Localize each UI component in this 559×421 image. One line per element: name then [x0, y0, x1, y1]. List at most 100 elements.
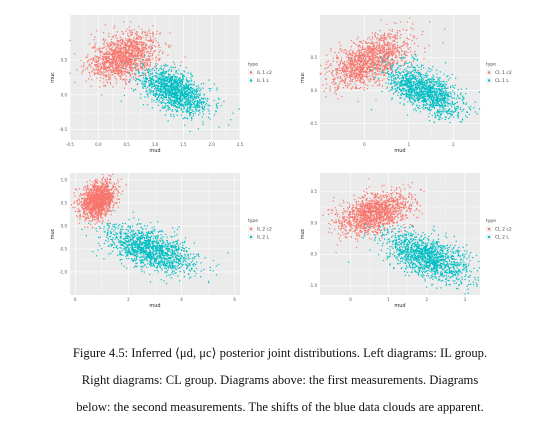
data-point	[136, 69, 138, 71]
data-point	[119, 53, 122, 55]
data-point	[333, 83, 335, 86]
data-point	[157, 84, 159, 87]
data-point	[361, 75, 363, 77]
data-point	[129, 55, 131, 57]
data-point	[327, 66, 329, 68]
data-point	[350, 63, 352, 65]
data-point	[100, 51, 103, 53]
data-point	[145, 34, 148, 36]
data-point	[367, 64, 369, 66]
data-point	[112, 46, 114, 48]
data-point	[167, 100, 169, 102]
data-point	[392, 70, 394, 72]
data-point	[161, 93, 163, 95]
data-point	[96, 30, 98, 32]
data-point	[121, 74, 123, 76]
data-point	[182, 94, 185, 96]
data-point	[343, 69, 345, 71]
data-point	[101, 61, 104, 63]
data-point	[201, 116, 203, 118]
data-point	[176, 93, 178, 95]
data-point	[183, 75, 186, 77]
data-point	[179, 80, 181, 82]
data-point	[157, 82, 159, 84]
data-point	[147, 40, 149, 42]
data-point	[364, 55, 366, 57]
data-point	[155, 76, 157, 78]
data-point	[122, 52, 124, 54]
data-point	[184, 91, 186, 94]
data-point	[157, 79, 159, 81]
data-point	[191, 101, 193, 103]
data-point	[208, 87, 210, 90]
data-point	[339, 75, 342, 77]
data-point	[361, 51, 363, 54]
data-point	[147, 31, 150, 33]
data-point	[351, 60, 353, 62]
data-point	[384, 61, 386, 63]
data-point	[134, 66, 136, 68]
data-point	[187, 100, 190, 102]
data-point	[399, 57, 401, 59]
data-point	[145, 74, 147, 76]
data-point	[380, 19, 382, 21]
data-point	[196, 106, 199, 109]
data-point	[341, 69, 344, 71]
data-point	[139, 63, 142, 65]
data-point	[155, 101, 157, 103]
data-point	[101, 94, 103, 96]
data-point	[107, 76, 109, 78]
data-point	[136, 63, 138, 65]
data-point	[342, 62, 344, 64]
data-point	[384, 59, 386, 61]
data-point	[114, 36, 117, 38]
data-point	[341, 67, 343, 69]
data-point	[165, 105, 167, 107]
data-point	[185, 84, 188, 86]
data-point	[366, 68, 368, 71]
data-point	[373, 49, 375, 51]
data-point	[178, 89, 180, 91]
data-point	[339, 48, 341, 50]
data-point	[144, 59, 146, 61]
data-point	[353, 52, 355, 54]
data-point	[346, 67, 348, 70]
data-point	[164, 83, 166, 85]
data-point	[422, 30, 424, 33]
data-point	[121, 56, 123, 58]
data-point	[93, 73, 96, 75]
data-point	[348, 74, 351, 76]
data-point	[131, 88, 133, 90]
data-point	[174, 66, 176, 68]
data-point	[381, 46, 383, 48]
data-point	[392, 51, 394, 53]
data-point	[338, 65, 340, 67]
data-point	[170, 81, 173, 83]
data-point	[372, 43, 375, 45]
data-point	[335, 69, 337, 71]
data-point	[187, 85, 190, 87]
data-point	[118, 69, 121, 71]
data-point	[151, 80, 153, 82]
data-point	[197, 96, 199, 98]
data-point	[136, 49, 138, 51]
data-point	[116, 41, 118, 43]
data-point	[150, 81, 152, 84]
data-point	[350, 67, 352, 70]
data-point	[175, 101, 178, 103]
legend-title: type	[248, 62, 258, 68]
data-point	[136, 78, 138, 80]
data-point	[127, 52, 129, 54]
data-point	[172, 89, 174, 91]
data-point	[125, 83, 127, 85]
data-point	[162, 97, 164, 100]
data-point	[202, 98, 204, 100]
data-point	[142, 42, 144, 44]
data-point	[370, 58, 372, 60]
data-point	[112, 49, 114, 51]
data-point	[347, 60, 349, 62]
data-point	[341, 95, 343, 98]
data-point	[366, 42, 368, 45]
data-point	[155, 66, 157, 68]
